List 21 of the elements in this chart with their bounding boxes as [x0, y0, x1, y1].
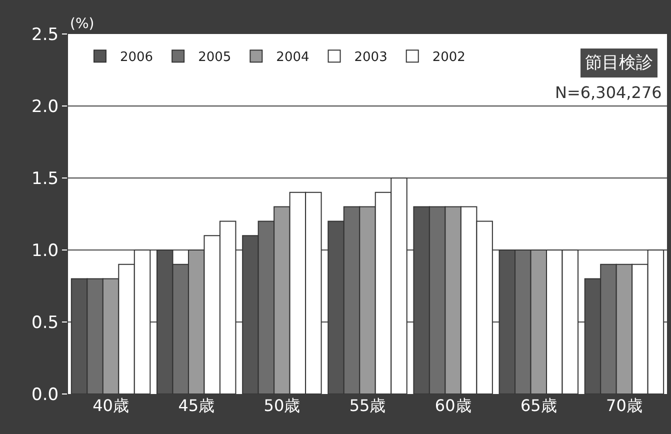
x-tick-label: 60歳 [434, 396, 472, 415]
y-tick-label: 2.0 [32, 96, 59, 117]
x-tick-label: 40歳 [92, 396, 129, 415]
y-tick-label: 1.5 [32, 168, 59, 189]
annotation: N=6,304,276 [555, 83, 662, 102]
legend-label: 2005 [198, 50, 232, 66]
legend-label: 2002 [432, 50, 466, 66]
x-tick-label: 45歳 [178, 396, 215, 415]
y-tick-label: 2.5 [32, 24, 59, 45]
x-tick-label: 50歳 [264, 396, 300, 415]
x-tick-label: 55歳 [349, 396, 386, 415]
y-tick-label: 0.0 [32, 384, 59, 405]
x-tick-label: 65歳 [520, 396, 557, 415]
x-tick-label: 70歳 [606, 396, 642, 415]
legend-label: 2003 [354, 50, 388, 66]
annotation: 節目検診 [585, 53, 653, 73]
y-tick-label: 1.0 [32, 240, 59, 261]
legend-label: 2006 [120, 50, 154, 66]
y-axis-title: (%) [70, 16, 94, 32]
y-tick-label: 0.5 [32, 312, 59, 333]
legend-label: 2004 [276, 50, 310, 66]
